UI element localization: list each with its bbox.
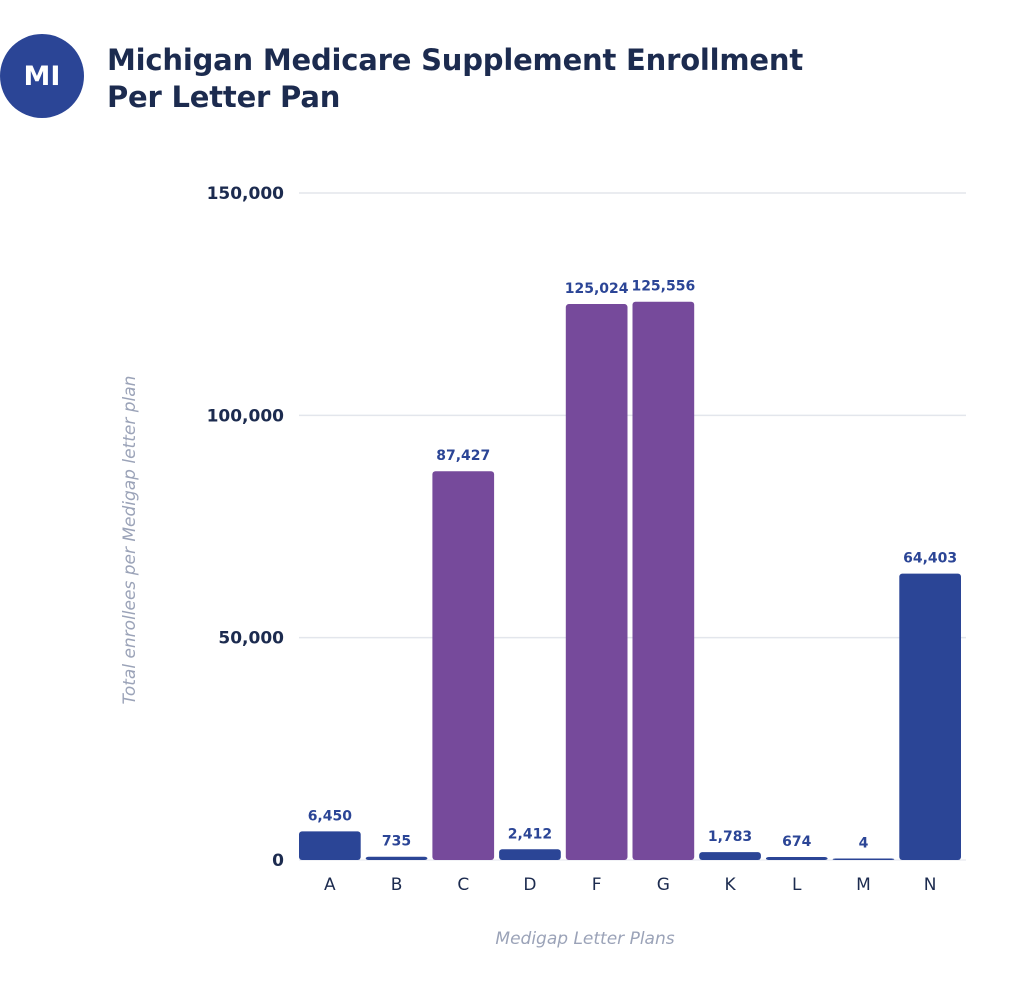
value-label: 1,783 [708,829,752,845]
y-axis-label: Total enrollees per Medigap letter plan [120,376,140,705]
value-label: 125,556 [631,279,695,295]
x-tick-label: A [324,875,336,895]
value-label: 125,024 [565,281,629,297]
x-tick-label: L [792,875,802,895]
bar-g [632,301,695,860]
bar-l [765,857,828,860]
y-tick-label: 100,000 [207,406,285,426]
x-tick-label: D [523,875,536,895]
bar-k [699,852,761,860]
x-tick-label: C [457,875,469,895]
y-axis-ticks: 0 50,000 100,000 150,000 [207,184,285,871]
bar-f [565,304,628,860]
x-tick-label: K [724,875,736,895]
bars [299,301,961,860]
state-badge: MI [0,34,84,118]
y-tick-label: 50,000 [218,629,284,649]
title-line-1: Michigan Medicare Supplement Enrollment [107,43,804,77]
title-line-2: Per Letter Pan [107,80,341,114]
y-tick-label: 150,000 [207,184,285,204]
x-tick-label: B [391,875,403,895]
chart-title: Michigan Medicare Supplement Enrollment … [107,42,803,116]
value-label: 674 [782,834,811,850]
x-tick-label: N [924,875,937,895]
value-label: 87,427 [436,448,490,464]
value-label: 4 [859,836,869,852]
bar-m [832,858,895,860]
y-tick-label: 0 [272,851,284,871]
value-label: 2,412 [508,826,552,842]
bar-c [432,471,495,860]
value-label: 64,403 [903,551,957,567]
value-label: 6,450 [308,808,353,824]
x-tick-label: M [856,875,871,895]
value-labels: 6,450 735 87,427 2,412 125,024 125,556 1,783 67… [308,279,957,852]
bar-a [299,831,361,860]
bar-d [499,849,561,860]
bar-n [899,573,961,860]
value-label: 735 [382,834,411,850]
x-tick-label: F [592,875,602,895]
x-axis-label: Medigap Letter Plans [495,929,674,949]
bar-b [365,856,428,860]
x-tick-label: G [657,875,670,895]
